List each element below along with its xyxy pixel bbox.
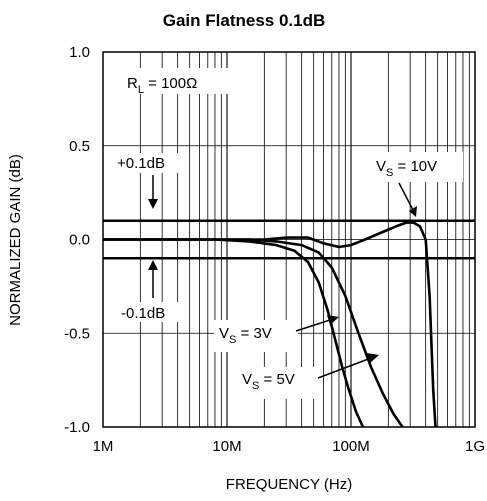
load-note: RL = 100Ω: [127, 75, 197, 96]
series-5v-arrowhead: [367, 353, 379, 363]
plus-ref-arrowhead: [148, 199, 158, 209]
reference-lines: [103, 219, 475, 260]
y-tick-label: 0.0: [69, 232, 90, 249]
series-5v-label-bg: [236, 367, 318, 399]
series-3v-pointer: [295, 319, 331, 332]
series-line-10v: [103, 221, 437, 428]
y-axis-label: NORMALIZED GAIN (dB): [7, 154, 24, 326]
x-tick-label: 100M: [332, 438, 370, 455]
x-tick-label: 1M: [93, 438, 114, 455]
series-3v-label: VS = 3V: [219, 325, 272, 346]
x-axis-label: FREQUENCY (Hz): [226, 476, 352, 493]
minus-ref-arrowhead: [148, 260, 158, 270]
annotations: RL = 100Ω +0.1dB -0.1dB VS = 10V VS = 3V…: [113, 68, 463, 399]
chart-title: Gain Flatness 0.1dB: [163, 11, 326, 30]
series-3v-label-bg: [214, 320, 298, 352]
series-5v-label: VS = 5V: [242, 371, 295, 392]
plus-ref-label: +0.1dB: [117, 155, 165, 172]
x-tick-label: 1G: [465, 438, 485, 455]
minus-ref-label-bg: [117, 302, 185, 322]
series-lines: [103, 221, 437, 428]
y-tick-label: -0.5: [64, 325, 90, 342]
series-10v-pointer: [398, 182, 414, 211]
series-5v-pointer: [317, 357, 372, 379]
y-tick-label: -1.0: [64, 419, 90, 436]
series-10v-arrowhead: [409, 206, 417, 217]
y-tick-label: 0.5: [69, 138, 90, 155]
series-10v-label-bg: [368, 152, 463, 182]
y-tick-label: 1.0: [69, 44, 90, 61]
series-10v-label: VS = 10V: [376, 158, 437, 179]
plot-frame: [102, 51, 476, 428]
minus-ref-label: -0.1dB: [121, 305, 165, 322]
y-tick-labels: 1.0 0.5 0.0 -0.5 -1.0: [64, 44, 90, 436]
x-tick-label: 10M: [212, 438, 241, 455]
load-note-bg: [122, 68, 232, 94]
series-3v-arrowhead: [327, 315, 339, 325]
x-tick-labels: 1M 10M 100M 1G: [93, 438, 485, 455]
plus-ref-label-bg: [113, 153, 183, 173]
